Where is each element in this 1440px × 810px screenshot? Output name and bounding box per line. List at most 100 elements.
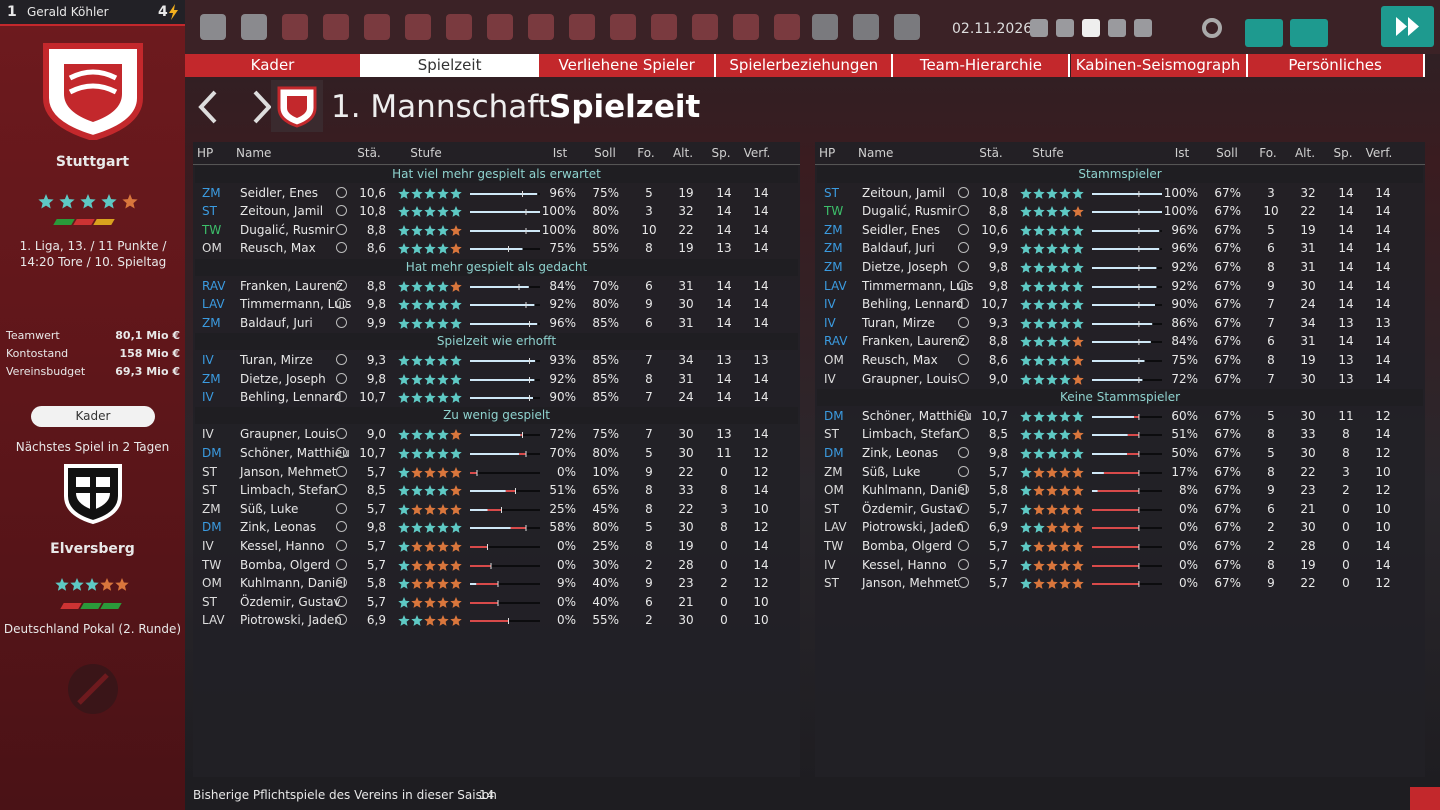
toolbar-icon[interactable] bbox=[282, 14, 308, 40]
kader-button[interactable]: Kader bbox=[31, 406, 155, 427]
column-header[interactable]: Stä. bbox=[979, 146, 1003, 160]
tab[interactable]: Verliehene Spieler bbox=[539, 54, 717, 77]
tab[interactable]: Kader bbox=[185, 54, 362, 77]
player-name[interactable]: Behling, Lennard bbox=[240, 390, 342, 405]
player-name[interactable]: Piotrowski, Jaden bbox=[862, 520, 964, 535]
column-header[interactable]: Stufe bbox=[1032, 146, 1064, 160]
continue-button[interactable] bbox=[1381, 6, 1434, 47]
player-name[interactable]: Bomba, Olgerd bbox=[862, 539, 952, 553]
player-name[interactable]: Dietze, Joseph bbox=[240, 371, 326, 386]
info-icon[interactable] bbox=[336, 354, 347, 365]
info-icon[interactable] bbox=[336, 614, 347, 626]
info-icon[interactable] bbox=[958, 223, 969, 235]
info-icon[interactable] bbox=[958, 279, 969, 291]
info-icon[interactable] bbox=[958, 316, 969, 328]
info-icon[interactable] bbox=[336, 428, 347, 440]
toolbar-icon[interactable] bbox=[651, 14, 677, 40]
player-name[interactable]: Kessel, Hanno bbox=[862, 557, 947, 572]
toolbar-icon[interactable] bbox=[1134, 19, 1152, 37]
info-icon[interactable] bbox=[958, 409, 969, 421]
toolbar-icon[interactable] bbox=[1030, 19, 1048, 37]
tab[interactable]: Spielzeit bbox=[362, 54, 540, 77]
toolbar-icon[interactable] bbox=[405, 14, 431, 40]
player-name[interactable]: Dugalić, Rusmir bbox=[862, 204, 957, 219]
column-header[interactable]: Alt. bbox=[672, 146, 694, 160]
club-crest[interactable] bbox=[40, 40, 146, 140]
info-icon[interactable] bbox=[336, 186, 347, 198]
player-name[interactable]: Franken, Laurenz bbox=[862, 334, 965, 349]
column-header[interactable]: Soll bbox=[1216, 146, 1238, 160]
info-icon[interactable] bbox=[958, 242, 969, 254]
column-header[interactable]: HP bbox=[819, 146, 836, 160]
toolbar-icon[interactable] bbox=[323, 14, 349, 40]
manager-name[interactable]: Gerald Köhler bbox=[27, 5, 109, 19]
info-icon[interactable] bbox=[336, 502, 347, 514]
player-name[interactable]: Seidler, Enes bbox=[862, 222, 941, 237]
player-name[interactable]: Baldauf, Juri bbox=[240, 315, 313, 330]
info-icon[interactable] bbox=[958, 428, 969, 440]
player-name[interactable]: Kuhlmann, Daniel bbox=[240, 576, 346, 591]
player-name[interactable]: Zink, Leonas bbox=[862, 446, 939, 460]
player-name[interactable]: Schöner, Matthieu bbox=[862, 408, 972, 423]
info-icon[interactable] bbox=[958, 354, 969, 365]
tab[interactable]: Kabinen-Seismograph bbox=[1070, 54, 1248, 77]
info-icon[interactable] bbox=[958, 465, 969, 477]
player-name[interactable]: Baldauf, Juri bbox=[862, 241, 935, 256]
column-header[interactable]: Name bbox=[858, 146, 894, 160]
info-icon[interactable] bbox=[958, 502, 969, 514]
info-icon[interactable] bbox=[958, 484, 969, 496]
info-icon[interactable] bbox=[958, 186, 969, 198]
player-name[interactable]: Dugalić, Rusmir bbox=[240, 222, 335, 237]
column-header[interactable]: Verf. bbox=[1365, 146, 1393, 160]
player-name[interactable]: Timmermann, Luis bbox=[240, 297, 352, 312]
settings-icon[interactable] bbox=[1202, 18, 1222, 38]
toolbar-icon[interactable] bbox=[1056, 19, 1074, 37]
player-name[interactable]: Behling, Lennard bbox=[862, 297, 964, 312]
toolbar-icon[interactable] bbox=[853, 14, 879, 40]
info-icon[interactable] bbox=[336, 298, 347, 310]
player-name[interactable]: Limbach, Stefan bbox=[862, 427, 960, 442]
column-header[interactable]: Name bbox=[236, 146, 272, 160]
info-icon[interactable] bbox=[336, 558, 347, 570]
toolbar-icon[interactable] bbox=[894, 14, 920, 40]
player-name[interactable]: Franken, Laurenz bbox=[240, 278, 343, 293]
player-name[interactable]: Seidler, Enes bbox=[240, 185, 319, 200]
player-name[interactable]: Zeitoun, Jamil bbox=[862, 185, 946, 200]
player-name[interactable]: Özdemir, Gustav bbox=[862, 501, 963, 516]
player-name[interactable]: Graupner, Louis bbox=[862, 371, 958, 386]
player-name[interactable]: Zink, Leonas bbox=[240, 520, 317, 535]
toolbar-icon[interactable] bbox=[200, 14, 226, 40]
info-icon[interactable] bbox=[958, 205, 969, 217]
toolbar-icon[interactable] bbox=[774, 14, 800, 40]
info-icon[interactable] bbox=[958, 521, 969, 533]
info-icon[interactable] bbox=[336, 372, 347, 384]
info-icon[interactable] bbox=[336, 465, 347, 477]
player-name[interactable]: Kuhlmann, Daniel bbox=[862, 483, 968, 498]
player-name[interactable]: Özdemir, Gustav bbox=[240, 594, 341, 609]
column-header[interactable]: Fo. bbox=[1259, 146, 1277, 160]
nav-arrows[interactable] bbox=[193, 88, 273, 126]
player-name[interactable]: Süß, Luke bbox=[240, 501, 299, 516]
info-icon[interactable] bbox=[336, 521, 347, 533]
info-icon[interactable] bbox=[958, 577, 969, 589]
player-name[interactable]: Limbach, Stefan bbox=[240, 483, 338, 498]
info-icon[interactable] bbox=[958, 540, 969, 551]
info-icon[interactable] bbox=[336, 205, 347, 217]
toolbar-icon[interactable] bbox=[528, 14, 554, 40]
info-icon[interactable] bbox=[336, 447, 347, 458]
player-name[interactable]: Graupner, Louis bbox=[240, 427, 336, 442]
info-icon[interactable] bbox=[336, 316, 347, 328]
calendar-button[interactable] bbox=[1245, 19, 1283, 47]
column-header[interactable]: Verf. bbox=[743, 146, 771, 160]
info-icon[interactable] bbox=[336, 223, 347, 235]
info-icon[interactable] bbox=[336, 242, 347, 254]
notification-count[interactable]: 4 bbox=[158, 4, 168, 20]
column-header[interactable]: Ist bbox=[552, 146, 568, 160]
column-header[interactable]: HP bbox=[197, 146, 214, 160]
column-header[interactable]: Stä. bbox=[357, 146, 381, 160]
column-header[interactable]: Soll bbox=[594, 146, 616, 160]
schedule-button[interactable] bbox=[1290, 19, 1328, 47]
info-icon[interactable] bbox=[958, 558, 969, 570]
info-icon[interactable] bbox=[336, 391, 347, 403]
player-name[interactable]: Dietze, Joseph bbox=[862, 260, 948, 274]
